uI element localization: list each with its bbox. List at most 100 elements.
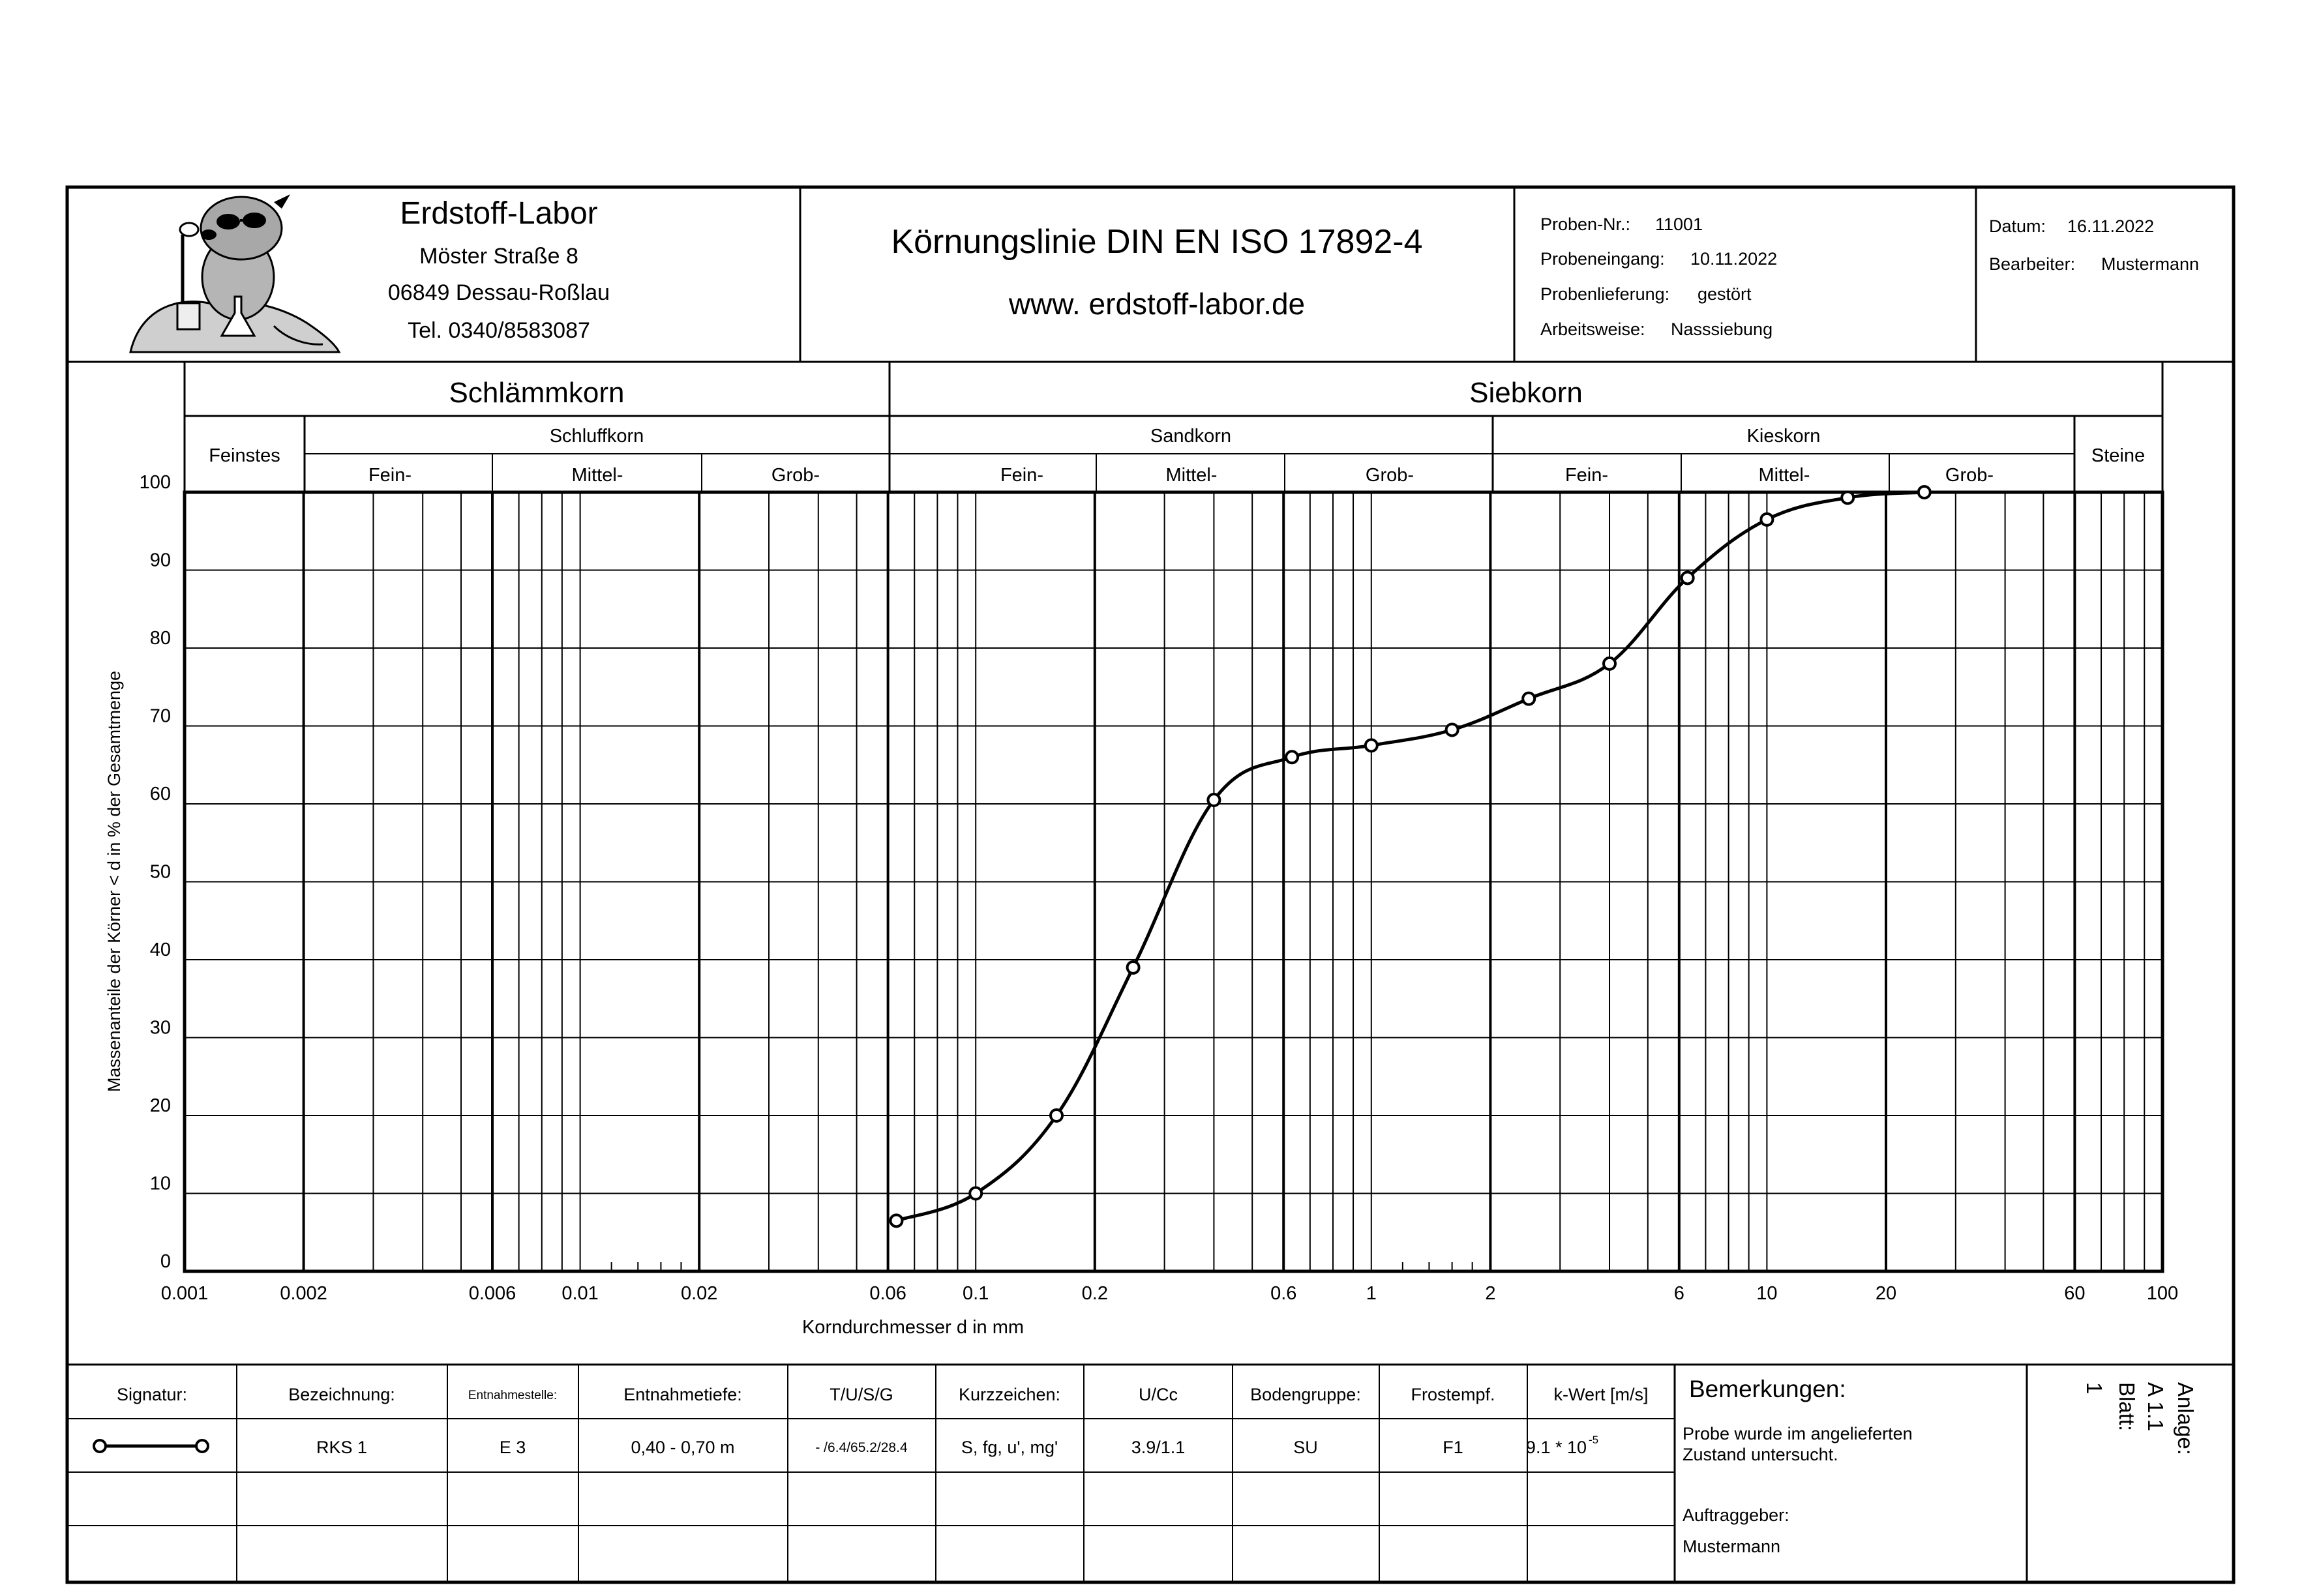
grain-size-curve bbox=[895, 490, 1924, 1222]
row-tusg: - /6.4/65.2/28.4 bbox=[815, 1440, 908, 1455]
delivery-value: gestört bbox=[1698, 284, 1752, 304]
client-label: Auftraggeber: bbox=[1683, 1505, 1789, 1525]
sheet-frame bbox=[65, 185, 2236, 1584]
data-point bbox=[1680, 570, 1695, 585]
data-point bbox=[1126, 960, 1141, 975]
y-tick-label: 50 bbox=[150, 862, 171, 883]
row-location: E 3 bbox=[500, 1438, 526, 1457]
sand-coarse-label: Grob- bbox=[1366, 465, 1414, 486]
plot-grid bbox=[185, 492, 2162, 1271]
received-value: 10.11.2022 bbox=[1690, 249, 1777, 269]
x-tick-label: 60 bbox=[2064, 1283, 2085, 1304]
y-axis-ticks: 0 10 20 30 40 50 60 70 80 90 100 bbox=[140, 472, 171, 1272]
data-point bbox=[1759, 512, 1774, 527]
y-axis-label: Massenanteile der Körner < d in % der Ge… bbox=[104, 671, 124, 1092]
sample-table-grid bbox=[67, 1363, 2234, 1582]
data-point bbox=[1840, 490, 1855, 505]
gravel-label: Kieskorn bbox=[1747, 426, 1821, 447]
remarks-heading: Bemerkungen: bbox=[1689, 1376, 1846, 1402]
lab-street: Möster Straße 8 bbox=[419, 244, 578, 269]
lab-website: www. erdstoff-labor.de bbox=[1008, 287, 1305, 321]
col-depth: Entnahmetiefe: bbox=[623, 1385, 742, 1404]
y-tick-label: 90 bbox=[150, 550, 171, 571]
remarks-line-1: Probe wurde im angelieferten bbox=[1683, 1424, 1913, 1443]
lab-city: 06849 Dessau-Roßlau bbox=[388, 280, 610, 305]
data-point bbox=[1285, 750, 1300, 765]
x-tick-label: 2 bbox=[1485, 1283, 1495, 1304]
data-point bbox=[1521, 691, 1536, 706]
x-tick-label: 6 bbox=[1674, 1283, 1684, 1304]
x-tick-label: 0.002 bbox=[280, 1283, 327, 1304]
editor-value: Mustermann bbox=[2101, 254, 2199, 274]
finest-label: Feinstes bbox=[209, 445, 280, 466]
y-tick-label: 40 bbox=[150, 939, 171, 960]
y-tick-label: 80 bbox=[150, 628, 171, 649]
silt-label: Schluffkorn bbox=[550, 426, 644, 447]
method-label: Arbeitsweise: bbox=[1540, 319, 1645, 339]
sample-no-label: Proben-Nr.: bbox=[1540, 214, 1630, 234]
sand-medium-label: Mittel- bbox=[1166, 465, 1218, 486]
silt-fine-label: Fein- bbox=[368, 465, 411, 486]
y-tick-label: 70 bbox=[150, 706, 171, 727]
gravel-coarse-label: Grob- bbox=[1945, 465, 1994, 486]
x-tick-label: 100 bbox=[2147, 1283, 2178, 1304]
date-label: Datum: bbox=[1989, 216, 2046, 236]
x-tick-label: 0.001 bbox=[161, 1283, 209, 1304]
row-frost: F1 bbox=[1443, 1438, 1463, 1457]
row-k-value: 9.1 * 10 bbox=[1526, 1438, 1587, 1457]
row-designation: RKS 1 bbox=[316, 1438, 367, 1457]
row-depth: 0,40 - 0,70 m bbox=[631, 1438, 734, 1457]
col-frost: Frostempf. bbox=[1411, 1385, 1495, 1404]
plot-series bbox=[889, 485, 1932, 1228]
data-point bbox=[1364, 738, 1379, 753]
received-label: Probeneingang: bbox=[1540, 249, 1665, 269]
editor-label: Bearbeiter: bbox=[1989, 254, 2075, 274]
gravel-fine-label: Fein- bbox=[1565, 465, 1608, 486]
y-tick-label: 30 bbox=[150, 1018, 171, 1039]
sheet-label: Blatt: bbox=[2115, 1382, 2139, 1431]
x-tick-label: 10 bbox=[1756, 1283, 1777, 1304]
sample-no-value: 11001 bbox=[1655, 214, 1703, 234]
col-symbol: Kurzzeichen: bbox=[959, 1385, 1060, 1404]
x-tick-label: 0.06 bbox=[869, 1283, 906, 1304]
row-soil-group: SU bbox=[1293, 1438, 1318, 1457]
row-symbol: S, fg, u', mg' bbox=[961, 1438, 1058, 1457]
data-point bbox=[968, 1186, 983, 1201]
y-tick-label: 60 bbox=[150, 784, 171, 805]
col-location: Entnahmestelle: bbox=[468, 1389, 557, 1402]
annex-value: A 1.1 bbox=[2144, 1382, 2168, 1431]
gravel-medium-label: Mittel- bbox=[1759, 465, 1810, 486]
y-tick-label: 0 bbox=[160, 1251, 171, 1272]
plot-area bbox=[183, 490, 2164, 1273]
col-designation: Bezeichnung: bbox=[288, 1385, 395, 1404]
lab-name: Erdstoff-Labor bbox=[400, 196, 597, 231]
x-tick-label: 0.01 bbox=[561, 1283, 598, 1304]
date-value: 16.11.2022 bbox=[2067, 216, 2154, 236]
data-point bbox=[1444, 722, 1459, 737]
delivery-label: Probenlieferung: bbox=[1540, 284, 1669, 304]
annex-label: Anlage: bbox=[2174, 1382, 2198, 1455]
x-tick-label: 0.2 bbox=[1082, 1283, 1108, 1304]
x-tick-label: 0.02 bbox=[681, 1283, 717, 1304]
row-ucc: 3.9/1.1 bbox=[1131, 1438, 1186, 1457]
silt-medium-label: Mittel- bbox=[572, 465, 623, 486]
x-tick-label: 0.6 bbox=[1270, 1283, 1296, 1304]
page-title: Körnungslinie DIN EN ISO 17892-4 bbox=[891, 223, 1422, 261]
sieve-group-label: Siebkorn bbox=[1469, 377, 1583, 409]
mole-logo bbox=[129, 194, 341, 353]
y-tick-label: 10 bbox=[150, 1174, 171, 1194]
col-k-value: k-Wert [m/s] bbox=[1554, 1385, 1649, 1404]
x-tick-label: 20 bbox=[1876, 1283, 1896, 1304]
data-point bbox=[1602, 656, 1617, 671]
data-point bbox=[1049, 1108, 1064, 1123]
x-tick-label: 1 bbox=[1366, 1283, 1377, 1304]
x-axis-ticks: 0.001 0.002 0.006 0.01 0.02 0.06 0.1 0.2 0.6 1 2 6 1… bbox=[161, 1283, 2178, 1304]
col-tusg: T/U/S/G bbox=[830, 1385, 893, 1404]
classification-bands bbox=[183, 362, 2164, 492]
x-tick-label: 0.1 bbox=[963, 1283, 989, 1304]
data-point bbox=[1206, 793, 1221, 808]
signature-symbol bbox=[93, 1439, 209, 1453]
sheet-value: 1 bbox=[2082, 1382, 2106, 1394]
data-point bbox=[1917, 485, 1932, 499]
